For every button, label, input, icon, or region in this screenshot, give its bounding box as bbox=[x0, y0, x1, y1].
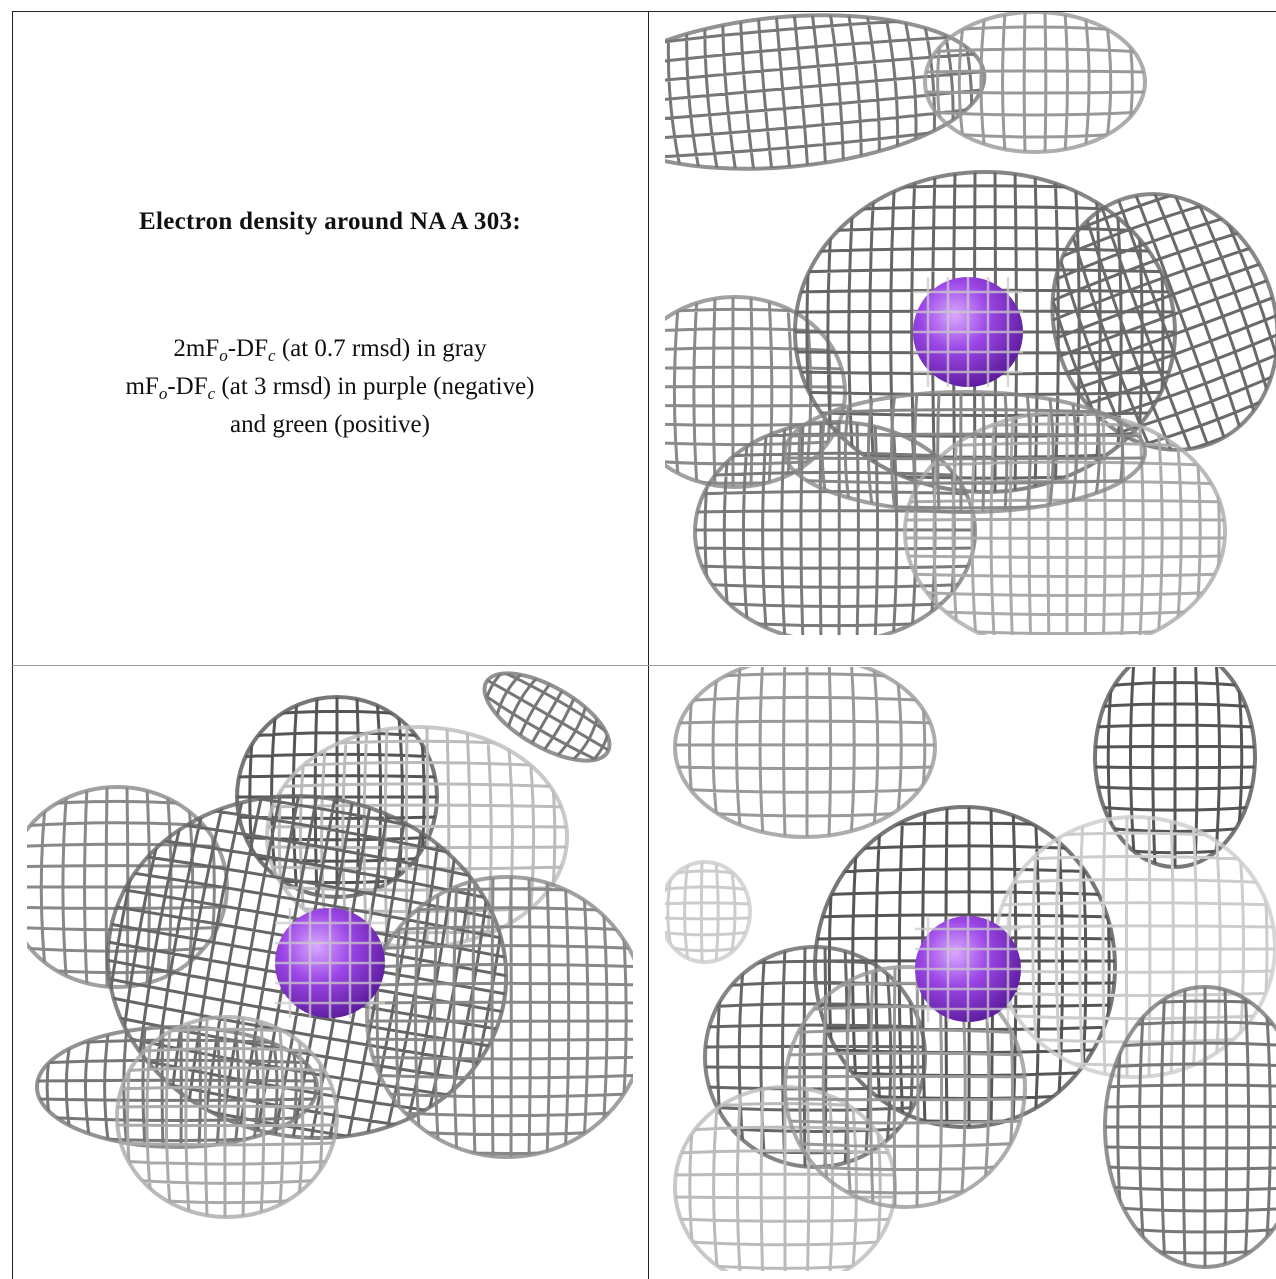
density-view bbox=[27, 667, 633, 1219]
mesh-lines bbox=[117, 1017, 337, 1217]
mesh-rim bbox=[665, 13, 987, 171]
mesh-rim bbox=[693, 420, 977, 635]
mesh-lines bbox=[995, 817, 1275, 1077]
mesh-lines bbox=[785, 392, 1145, 512]
mesh bbox=[925, 12, 1145, 152]
caption-text: (at 3 rmsd) in purple (negative) bbox=[215, 373, 535, 400]
mesh-rim bbox=[482, 671, 612, 763]
mesh-lines bbox=[1105, 987, 1276, 1267]
mesh bbox=[705, 947, 925, 1167]
mesh bbox=[905, 412, 1225, 635]
text-panel: Electron density around NA A 303: 2mFo-D… bbox=[12, 12, 648, 665]
mesh-rim bbox=[665, 860, 752, 964]
mesh-rim bbox=[923, 12, 1147, 154]
mesh bbox=[995, 817, 1275, 1077]
subscript: o bbox=[219, 346, 228, 365]
caption-line: 2mFo-DFc (at 0.7 rmsd) in gray bbox=[12, 330, 648, 368]
density-view bbox=[665, 667, 1276, 1271]
mesh-overlay bbox=[913, 277, 1023, 387]
mesh bbox=[675, 1087, 895, 1271]
mesh bbox=[785, 967, 1025, 1207]
mesh-lines bbox=[675, 1087, 895, 1271]
caption-text: (at 0.7 rmsd) in gray bbox=[275, 335, 487, 362]
border bbox=[12, 11, 1276, 12]
mesh-lines bbox=[705, 947, 925, 1167]
mesh bbox=[675, 667, 935, 837]
mesh bbox=[665, 862, 750, 962]
mesh-lines bbox=[905, 412, 1225, 635]
mesh-lines bbox=[665, 12, 991, 185]
mesh-lines bbox=[1095, 667, 1255, 867]
mesh bbox=[1095, 667, 1255, 867]
mesh-rim bbox=[115, 1015, 339, 1219]
caption-line: and green (positive) bbox=[12, 406, 648, 444]
mesh-lines bbox=[925, 12, 1145, 152]
caption-text: -DF bbox=[227, 335, 269, 362]
mesh-lines bbox=[367, 877, 633, 1157]
subscript: o bbox=[158, 384, 168, 403]
mesh bbox=[785, 392, 1145, 512]
mesh-rim bbox=[783, 965, 1027, 1209]
mesh-rim bbox=[1093, 667, 1257, 869]
subscript: c bbox=[207, 384, 216, 403]
mesh-rim bbox=[1050, 192, 1276, 452]
mesh-rim bbox=[783, 390, 1147, 514]
border bbox=[12, 11, 13, 1279]
caption: 2mFo-DFc (at 0.7 rmsd) in gray mFo-DFc (a… bbox=[12, 330, 648, 444]
mesh bbox=[117, 1017, 337, 1217]
subscript: c bbox=[268, 346, 276, 365]
mesh bbox=[665, 12, 991, 185]
mesh-rim bbox=[673, 667, 937, 839]
caption-line: mFo-DFc (at 3 rmsd) in purple (negative) bbox=[12, 368, 648, 406]
mesh-rim bbox=[1103, 985, 1276, 1269]
divider bbox=[648, 11, 649, 1279]
mesh-overlay bbox=[275, 908, 385, 1018]
divider bbox=[12, 665, 1276, 666]
caption-text: mF bbox=[125, 373, 159, 400]
density-view bbox=[665, 12, 1276, 635]
mesh bbox=[367, 877, 633, 1157]
mesh bbox=[1105, 987, 1276, 1267]
figure-title: Electron density around NA A 303: bbox=[139, 208, 521, 235]
caption-text: and green (positive) bbox=[230, 411, 430, 438]
caption-text: 2mF bbox=[173, 335, 220, 362]
mesh-rim bbox=[365, 875, 633, 1159]
caption-text: -DF bbox=[167, 373, 208, 400]
mesh-overlay bbox=[915, 916, 1021, 1022]
mesh-lines bbox=[785, 967, 1025, 1207]
mesh-lines bbox=[665, 862, 750, 962]
mesh-lines bbox=[675, 667, 935, 837]
